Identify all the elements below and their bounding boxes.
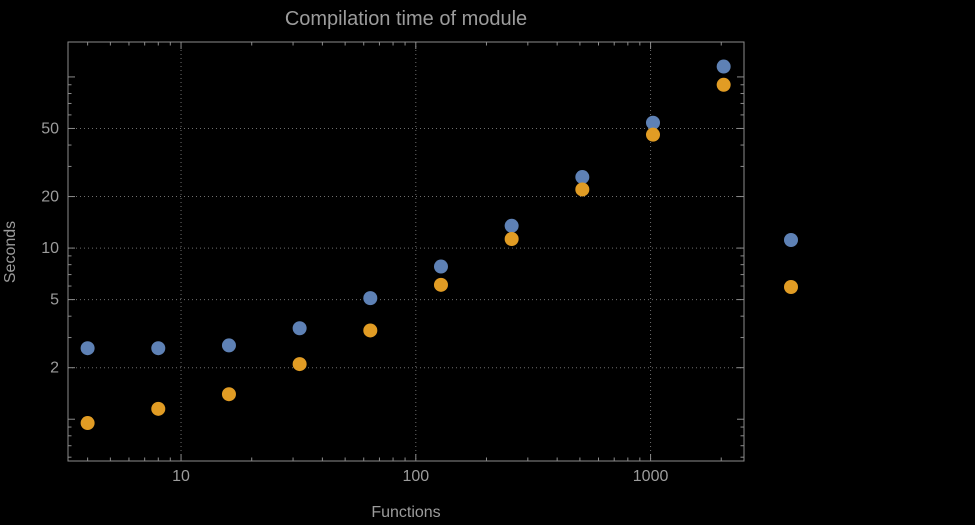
data-point-series-1 — [575, 170, 590, 185]
data-point-series-2 — [645, 127, 660, 142]
x-tick-label: 10 — [172, 468, 190, 485]
data-point-series-1 — [504, 218, 519, 233]
data-point-series-2 — [292, 357, 307, 372]
y-tick-label: 20 — [41, 189, 59, 206]
data-point-series-1 — [645, 115, 660, 130]
data-point-series-1 — [151, 341, 166, 356]
data-point-series-2 — [433, 277, 448, 292]
y-tick-label: 10 — [41, 240, 59, 257]
x-tick-label: 1000 — [633, 468, 669, 485]
x-tick-label: 100 — [402, 468, 429, 485]
data-point-series-1 — [716, 59, 731, 74]
data-point-series-2 — [575, 182, 590, 197]
y-tick-label: 50 — [41, 120, 59, 137]
data-point-series-1 — [433, 259, 448, 274]
chart-title: Compilation time of module — [285, 8, 527, 30]
legend-marker — [784, 280, 798, 294]
y-axis-label: Seconds — [2, 221, 19, 283]
y-tick-label: 5 — [50, 292, 59, 309]
data-point-series-2 — [716, 77, 731, 92]
data-point-series-1 — [292, 321, 307, 336]
data-point-series-1 — [80, 341, 95, 356]
data-point-series-2 — [80, 416, 95, 431]
chart-render-layer: 10 100 1000 2 5 10 20 50 — [41, 41, 798, 485]
data-point-series-2 — [363, 323, 378, 338]
data-point-series-1 — [221, 338, 236, 353]
data-point-series-2 — [504, 231, 519, 246]
data-point-series-2 — [151, 401, 166, 416]
data-point-series-1 — [363, 291, 378, 306]
plot-frame — [67, 41, 745, 462]
legend-marker — [784, 233, 798, 247]
data-point-series-2 — [221, 387, 236, 402]
x-axis-label: Functions — [371, 504, 440, 521]
y-tick-label: 2 — [50, 360, 59, 377]
